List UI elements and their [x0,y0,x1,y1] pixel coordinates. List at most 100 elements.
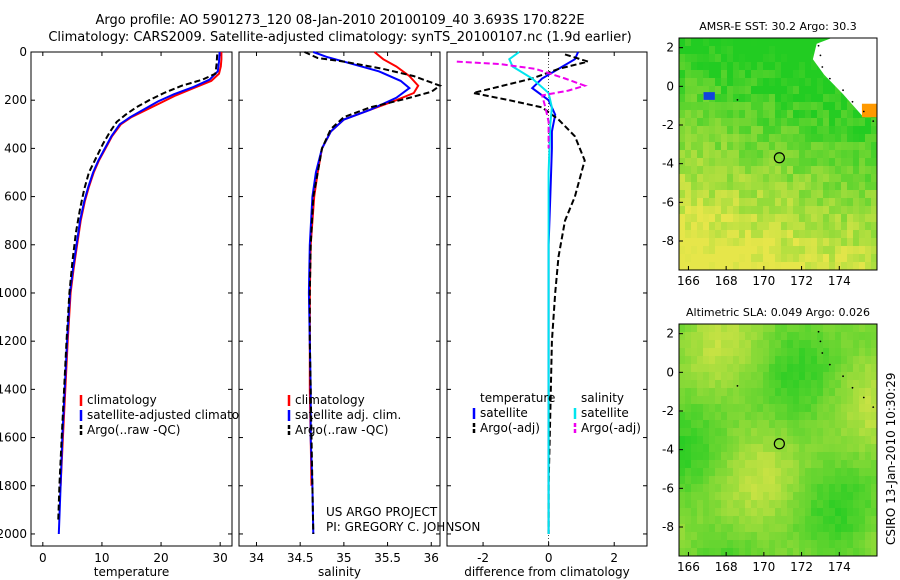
heatmap-cell [805,508,811,516]
heatmap-cell [835,380,841,388]
heatmap-cell [697,532,703,540]
heatmap-cell [691,54,697,62]
heatmap-cell [865,174,871,182]
heatmap-cell [829,86,835,94]
heatmap-cell [709,548,715,556]
legend-label: satellite adj. clim. [295,408,401,422]
heatmap-cell [763,182,769,190]
heatmap-cell [727,206,733,214]
heatmap-cell [769,372,775,380]
heatmap-cell [739,348,745,356]
heatmap-cell [859,332,865,340]
heatmap-cell [835,516,841,524]
heatmap-cell [715,262,721,270]
heatmap-cell [811,420,817,428]
heatmap-cell [829,254,835,262]
heatmap-cell [769,428,775,436]
heatmap-cell [835,222,841,230]
heatmap-cell [703,206,709,214]
heatmap-cell [739,198,745,206]
heatmap-cell [841,254,847,262]
heatmap-cell [757,412,763,420]
heatmap-cell [805,348,811,356]
heatmap-cell [841,198,847,206]
heatmap-cell [865,380,871,388]
heatmap-cell [775,110,781,118]
heatmap-cell [793,230,799,238]
heatmap-cell [793,150,799,158]
heatmap-cell [871,492,877,500]
heatmap-cell [679,476,685,484]
heatmap-cell [721,158,727,166]
heatmap-cell [841,428,847,436]
x-tick-label: 2 [610,551,618,565]
y-tick-label: 800 [4,238,27,252]
heatmap-cell [805,324,811,332]
heatmap-cell [769,548,775,556]
heatmap-cell [823,540,829,548]
heatmap-cell [709,150,715,158]
heatmap-cell [787,262,793,270]
heatmap-cell [703,126,709,134]
heatmap-cell [829,150,835,158]
heatmap-cell [835,206,841,214]
heatmap-cell [841,460,847,468]
heatmap-cell [829,230,835,238]
heatmap-cell [811,110,817,118]
heatmap-cell [799,436,805,444]
heatmap-cell [703,516,709,524]
heatmap-cell [817,142,823,150]
heatmap-cell [721,94,727,102]
heatmap-cell [685,532,691,540]
heatmap-cell [685,86,691,94]
heatmap-cell [787,348,793,356]
heatmap-cell [733,198,739,206]
heatmap-cell [823,516,829,524]
heatmap-cell [823,484,829,492]
heatmap-cell [775,436,781,444]
heatmap-cell [847,102,853,110]
heatmap-cell [799,38,805,46]
heatmap-cell [805,476,811,484]
heatmap-cell [679,262,685,270]
heatmap-cell [775,38,781,46]
heatmap-cell [823,134,829,142]
heatmap-cell [685,102,691,110]
heatmap-cell [709,142,715,150]
heatmap-cell [739,206,745,214]
heatmap-cell [691,468,697,476]
heatmap-cell [715,332,721,340]
heatmap-cell [811,436,817,444]
heatmap-cell [775,508,781,516]
sst_map-frame [678,37,878,271]
heatmap-cell [703,524,709,532]
heatmap-cell [817,380,823,388]
heatmap-cell [787,428,793,436]
heatmap-cell [685,54,691,62]
heatmap-cell [697,356,703,364]
heatmap-cell [721,388,727,396]
heatmap-cell [841,174,847,182]
heatmap-cell [703,86,709,94]
heatmap-cell [751,444,757,452]
heatmap-cell [745,230,751,238]
heatmap-cell [781,198,787,206]
heatmap-cell [697,412,703,420]
heatmap-cell [691,246,697,254]
heatmap-cell [817,372,823,380]
heatmap-cell [679,548,685,556]
x-tick-label: 35.5 [374,551,401,565]
heatmap-cell [691,420,697,428]
heatmap-cell [709,492,715,500]
heatmap-cell [733,158,739,166]
heatmap-cell [811,332,817,340]
heatmap-cell [733,516,739,524]
heatmap-cell [727,324,733,332]
heatmap-cell [799,70,805,78]
heatmap-cell [757,348,763,356]
heatmap-cell [715,380,721,388]
heatmap-cell [817,348,823,356]
heatmap-cell [793,110,799,118]
heatmap-cell [775,86,781,94]
heatmap-cell [811,340,817,348]
